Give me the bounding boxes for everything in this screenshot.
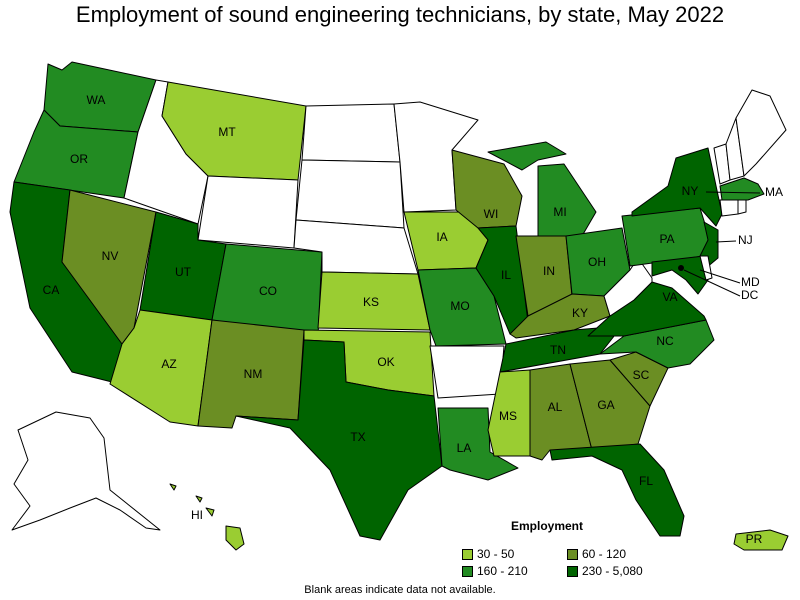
legend-title: Employment	[510, 519, 583, 533]
state-label-ny: NY	[682, 184, 699, 198]
state-label-in: IN	[543, 264, 555, 278]
state-mi	[487, 141, 597, 237]
legend-item: 160 - 210	[462, 564, 567, 578]
state-label-co: CO	[259, 284, 277, 298]
legend-swatch	[462, 548, 473, 560]
state-label-mt: MT	[218, 125, 236, 139]
state-fl	[549, 443, 685, 537]
state-label-al: AL	[548, 400, 563, 414]
state-label-tn: TN	[550, 343, 566, 357]
legend: Employment 30 - 50 60 - 120 160 - 210 23…	[462, 519, 643, 578]
state-label-dc: DC	[741, 288, 759, 302]
state-label-hi: HI	[191, 508, 203, 522]
state-de	[699, 255, 713, 281]
md-leader	[699, 269, 741, 284]
state-label-wi: WI	[484, 207, 499, 221]
state-label-nj: NJ	[738, 233, 753, 247]
state-label-az: AZ	[161, 357, 176, 371]
dc-leader	[683, 269, 741, 297]
state-ak	[11, 411, 161, 531]
dc-marker	[678, 265, 684, 271]
state-label-ks: KS	[363, 295, 379, 309]
state-sd	[295, 159, 405, 229]
legend-item: 230 - 5,080	[567, 564, 667, 578]
state-label-mo: MO	[450, 299, 469, 313]
state-label-wa: WA	[87, 93, 106, 107]
state-ri	[737, 199, 747, 215]
state-ar	[429, 345, 505, 399]
state-label-ms: MS	[499, 409, 517, 423]
state-label-md: MD	[741, 275, 760, 289]
state-label-tx: TX	[350, 430, 365, 444]
footnote: Blank areas indicate data not available.	[304, 584, 496, 596]
state-wv	[603, 257, 653, 317]
ma-leader	[705, 191, 761, 194]
state-hi	[169, 483, 245, 551]
state-ms	[487, 369, 531, 457]
state-wy	[197, 175, 299, 249]
legend-item: 60 - 120	[567, 547, 667, 561]
state-label-ky: KY	[572, 306, 588, 320]
state-label-sc: SC	[633, 368, 650, 382]
state-ct	[719, 199, 739, 217]
state-label-ca: CA	[43, 283, 60, 297]
state-label-nv: NV	[102, 249, 119, 263]
state-label-fl: FL	[639, 474, 653, 488]
legend-items: 30 - 50 60 - 120 160 - 210 230 - 5,080	[462, 547, 643, 578]
state-label-nm: NM	[244, 367, 263, 381]
nj-leader	[715, 240, 737, 243]
state-label-va: VA	[662, 290, 677, 304]
state-la	[437, 407, 519, 481]
state-ga	[569, 359, 651, 451]
legend-label: 60 - 120	[582, 547, 627, 561]
state-nd	[301, 103, 401, 163]
state-label-mi: MI	[553, 205, 566, 219]
state-tn	[499, 325, 623, 373]
state-label-oh: OH	[588, 255, 606, 269]
state-label-pa: PA	[659, 232, 674, 246]
state-label-ma: MA	[765, 185, 783, 199]
state-label-nc: NC	[656, 334, 674, 348]
state-tx	[235, 339, 443, 541]
state-me	[735, 89, 787, 177]
legend-label: 230 - 5,080	[582, 564, 643, 578]
state-label-il: IL	[501, 268, 511, 282]
legend-swatch	[567, 565, 578, 577]
legend-label: 160 - 210	[477, 564, 528, 578]
state-label-pr: PR	[746, 532, 763, 546]
state-label-ga: GA	[597, 398, 614, 412]
state-label-la: LA	[457, 441, 472, 455]
state-label-ok: OK	[377, 355, 394, 369]
legend-swatch	[462, 565, 473, 577]
legend-item: 30 - 50	[462, 547, 567, 561]
state-label-or: OR	[70, 152, 88, 166]
state-label-ia: IA	[436, 230, 447, 244]
state-label-ut: UT	[175, 265, 192, 279]
state-pr	[733, 529, 789, 551]
legend-label: 30 - 50	[477, 547, 515, 561]
legend-swatch	[567, 548, 578, 560]
map-title: Employment of sound engineering technici…	[75, 2, 725, 27]
